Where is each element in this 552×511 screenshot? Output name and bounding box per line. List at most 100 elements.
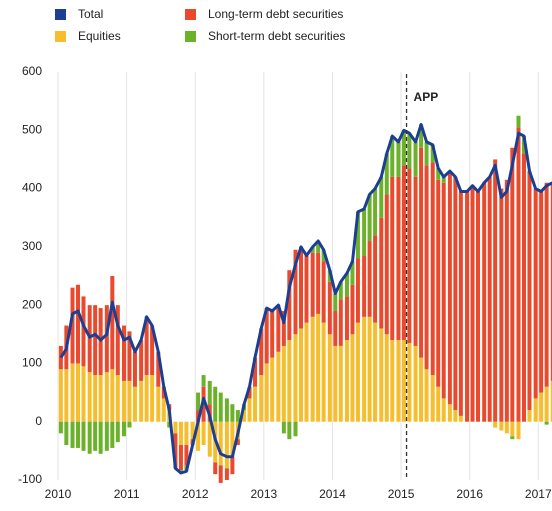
- bar: [224, 468, 229, 480]
- legend-swatch: [55, 31, 66, 42]
- bar: [539, 191, 544, 393]
- bar: [350, 261, 355, 285]
- bar: [287, 270, 292, 341]
- bar: [264, 308, 269, 364]
- bar: [493, 421, 498, 428]
- bar: [310, 316, 315, 422]
- bar: [58, 369, 63, 422]
- bar: [115, 305, 120, 376]
- bar: [527, 171, 532, 411]
- y-tick-label: 500: [22, 122, 42, 136]
- bar: [104, 372, 109, 422]
- bar: [401, 165, 406, 341]
- bar: [115, 375, 120, 422]
- bar: [93, 305, 98, 376]
- y-tick-label: 300: [22, 239, 42, 253]
- bar: [436, 168, 441, 180]
- bar: [316, 241, 321, 253]
- bar: [316, 313, 321, 422]
- bar: [430, 375, 435, 422]
- bar: [379, 217, 384, 329]
- bar: [419, 124, 424, 148]
- bar: [230, 404, 235, 422]
- bar: [81, 421, 86, 451]
- bar: [253, 386, 258, 422]
- x-tick-label: 2012: [182, 487, 209, 501]
- annotation-label: APP: [414, 90, 439, 104]
- bar: [413, 176, 418, 346]
- bar: [93, 375, 98, 422]
- bar: [287, 340, 292, 422]
- bar: [70, 421, 75, 448]
- y-tick-label: 600: [22, 64, 42, 78]
- bar: [64, 421, 69, 446]
- bar: [259, 328, 264, 376]
- bar: [139, 380, 144, 422]
- bar: [373, 322, 378, 422]
- bar: [533, 188, 538, 399]
- bar: [276, 351, 281, 422]
- bar: [304, 322, 309, 422]
- x-tick-label: 2017: [525, 487, 552, 501]
- bar: [344, 273, 349, 297]
- bar: [407, 168, 412, 344]
- bar: [407, 133, 412, 169]
- bar: [499, 421, 504, 431]
- bar: [93, 421, 98, 451]
- bar: [447, 404, 452, 422]
- bar: [373, 188, 378, 236]
- bar: [110, 421, 115, 448]
- bar: [87, 372, 92, 422]
- bar: [544, 182, 549, 387]
- bar: [367, 241, 372, 317]
- bar: [76, 421, 81, 448]
- bar: [127, 421, 132, 428]
- bar: [98, 375, 103, 422]
- bar: [218, 392, 223, 422]
- bar: [218, 465, 223, 483]
- bar: [436, 386, 441, 422]
- bar: [304, 255, 309, 323]
- bar: [367, 194, 372, 242]
- bar: [327, 281, 332, 335]
- bar: [539, 392, 544, 422]
- bar: [139, 340, 144, 381]
- bar: [150, 325, 155, 376]
- bar: [173, 433, 178, 469]
- bar: [407, 343, 412, 422]
- y-tick-label: -100: [18, 472, 42, 486]
- bar: [362, 316, 367, 422]
- x-tick-label: 2013: [250, 487, 277, 501]
- bar: [430, 162, 435, 376]
- bar: [110, 276, 115, 370]
- bar: [184, 421, 189, 446]
- bar: [396, 141, 401, 177]
- bar: [281, 421, 286, 434]
- bar: [436, 179, 441, 387]
- bar: [196, 421, 201, 451]
- bar: [510, 436, 515, 440]
- bar: [310, 246, 315, 253]
- bar: [333, 310, 338, 346]
- bar: [327, 334, 332, 422]
- bar: [132, 386, 137, 422]
- bar: [521, 153, 526, 422]
- bar: [156, 386, 161, 422]
- bar: [224, 421, 229, 469]
- bar: [121, 325, 126, 381]
- bar: [127, 331, 132, 381]
- bar: [401, 340, 406, 422]
- bar: [344, 296, 349, 341]
- bar: [115, 421, 120, 443]
- bar: [207, 380, 212, 405]
- bar: [156, 351, 161, 387]
- bar: [550, 380, 552, 422]
- bar: [242, 410, 247, 422]
- bar: [516, 421, 521, 440]
- bar: [190, 421, 195, 440]
- bar: [144, 316, 149, 376]
- bar: [379, 328, 384, 422]
- y-tick-label: 400: [22, 181, 42, 195]
- bar: [173, 421, 178, 434]
